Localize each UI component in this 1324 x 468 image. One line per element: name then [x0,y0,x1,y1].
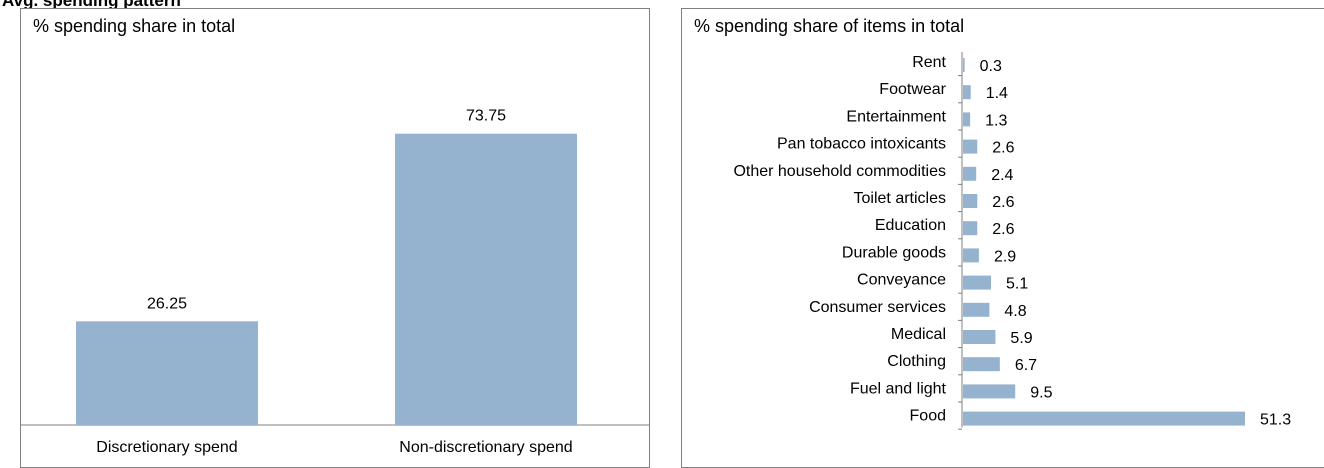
y-tick-label: Durable goods [842,244,946,261]
data-label: 9.5 [1030,384,1052,401]
bar-conveyance [963,275,992,290]
y-tick-label: Fuel and light [850,380,947,397]
bar-durable-goods [963,248,979,263]
data-label: 0.3 [980,58,1002,75]
bar-discretionary-spend [76,321,258,425]
data-label: 5.1 [1006,276,1028,293]
data-label: 2.9 [994,248,1016,265]
data-label: 4.8 [1004,303,1026,320]
charts-canvas: 26.25 Discretionary spend 73.75 Non-discret… [21,52,1291,456]
x-tick-label: Discretionary spend [96,439,237,456]
y-tick-label: Other household commodities [733,163,946,180]
page-title: Avg. spending pattern [2,0,181,10]
bar-toilet-articles [963,194,978,208]
data-label: 6.7 [1015,357,1037,374]
data-label: 2.4 [991,167,1013,184]
y-tick-label: Pan tobacco intoxicants [777,136,946,153]
data-label: 1.4 [986,85,1008,102]
y-tick-label: Food [910,408,946,425]
bar-entertainment [963,112,971,127]
data-label: 51.3 [1260,412,1291,429]
data-label: 2.6 [992,140,1014,157]
chart-title-right: % spending share of items in total [694,16,965,36]
data-label: 5.9 [1010,330,1032,347]
y-tick-label: Medical [891,326,946,343]
chart-title-left: % spending share in total [33,16,236,36]
bar-fuel-and-light [963,384,1016,399]
data-label: 26.25 [147,295,187,312]
bar-pan-tobacco-intoxicants [963,139,978,154]
y-tick-label: Consumer services [809,299,946,316]
bar-footwear [963,85,971,100]
bar-education [963,221,978,236]
y-tick-label: Clothing [887,353,946,370]
bar-medical [963,330,996,344]
y-tick-label: Toilet articles [854,190,946,207]
bar-consumer-services [963,302,990,317]
data-label: 2.6 [992,194,1014,211]
y-tick-label: Conveyance [857,272,946,289]
y-tick-label: Rent [912,54,946,71]
y-tick-label: Entertainment [846,108,946,125]
data-label: 73.75 [466,108,506,125]
y-tick-label: Education [875,217,946,234]
bar-food [963,411,1245,426]
data-label: 1.3 [985,112,1007,129]
bar-non-discretionary-spend [395,133,577,425]
x-tick-label: Non-discretionary spend [399,439,572,456]
bar-rent [963,58,965,72]
y-tick-label: Footwear [879,81,946,98]
data-label: 2.6 [992,221,1014,238]
bar-clothing [963,357,1000,372]
bar-other-household-commodities [963,166,977,181]
